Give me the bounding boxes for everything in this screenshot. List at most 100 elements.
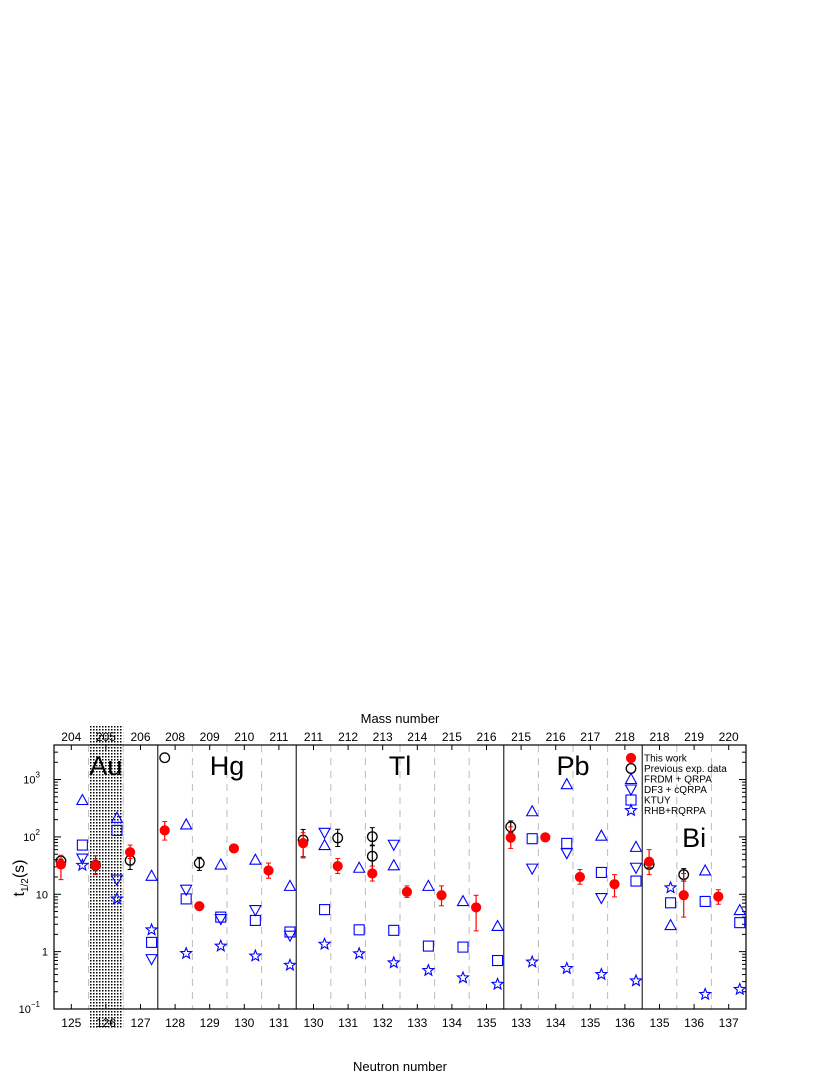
series-df3-cqrpa [75,827,643,966]
data-point [55,859,67,870]
y-tick-label: 10−1 [19,1000,41,1016]
y-tick-label: 1 [42,947,48,959]
series-rhb-rqrpa [75,857,747,1001]
data-point [561,837,573,849]
neutron-number-label: 125 [61,1016,81,1030]
mass-number-label: 218 [615,730,635,744]
y-tick-label: 103 [23,771,40,787]
element-symbol-pb: Pb [556,751,589,781]
data-point [283,879,297,891]
data-point [352,861,366,873]
data-point [624,772,638,785]
data-point [215,911,227,923]
data-point [111,824,123,836]
data-point [490,976,505,991]
mass-number-label: 211 [269,730,288,744]
legend-entry: This work [644,754,688,765]
mass-number-label: 216 [546,730,566,744]
data-point [624,803,638,817]
data-point [559,961,574,975]
neutron-number-label: 133 [511,1016,531,1030]
data-point [456,894,470,907]
data-point [214,913,228,926]
data-point [179,817,193,830]
data-point [644,856,655,867]
data-point [387,839,401,852]
data-point [145,954,159,966]
data-point [194,901,205,912]
neutron-number-label: 128 [165,1016,185,1030]
data-point [146,936,158,948]
series-this-work [55,821,724,932]
y-tick-label: 10 [36,889,48,901]
data-point [421,963,436,977]
data-point [734,917,746,929]
legend-entry: FRDM + QRPA [644,775,712,786]
data-point [248,853,262,865]
neutron-number-label: 131 [269,1016,289,1030]
data-point [90,860,101,871]
mass-number-label: 204 [61,730,81,744]
neutron-number-label: 133 [407,1016,427,1030]
data-point [388,924,400,936]
neutron-number-label: 135 [580,1016,600,1030]
data-point [491,919,505,932]
data-point [76,839,88,851]
data-point [629,862,643,875]
data-point [353,924,365,936]
mass-number-label: 214 [407,730,427,744]
data-point [110,811,124,823]
data-point [401,886,413,897]
neutron-number-label: 135 [649,1016,669,1030]
mass-number-label: 219 [684,730,704,744]
data-point [125,847,136,858]
data-point [159,752,171,764]
neutron-number-label: 134 [442,1016,462,1030]
data-point [698,863,712,876]
data-point [733,903,747,916]
data-point [228,843,240,854]
data-point [625,763,637,774]
data-point [75,793,89,806]
data-point [629,973,643,987]
mass-number-label: 209 [200,730,220,744]
neutron-number-label: 136 [684,1016,704,1030]
legend-entry: KTUY [644,796,671,807]
y-tick-label: 102 [23,828,40,844]
data-point [436,890,447,901]
data-point [422,940,434,952]
neutron-number-label: 137 [719,1016,739,1030]
data-point [213,938,228,952]
mass-number-label: 216 [476,730,496,744]
mass-number-label: 211 [304,730,323,744]
data-point [179,946,194,960]
data-point [525,804,539,817]
data-point [525,954,540,968]
data-point [248,905,262,917]
data-point [214,857,228,870]
data-point [317,936,332,951]
data-point [159,825,170,836]
mass-number-label: 215 [511,730,531,744]
neutron-number-label: 130 [234,1016,254,1030]
data-point [560,848,574,860]
data-point [75,853,89,866]
data-point [421,879,435,891]
data-point [110,874,124,887]
neutron-number-label: 129 [200,1016,220,1030]
data-point [526,833,538,845]
data-point [318,838,332,851]
mass-number-label: 210 [234,730,254,744]
data-point [298,837,309,849]
data-point [367,868,378,879]
element-symbol-au: Au [89,751,122,781]
data-point [319,904,331,916]
data-point [386,955,401,969]
data-point [366,850,378,862]
data-point [75,857,90,872]
data-point [387,858,401,871]
data-point [630,875,642,887]
data-point [560,777,574,790]
data-point [629,840,643,852]
data-point [525,863,539,876]
